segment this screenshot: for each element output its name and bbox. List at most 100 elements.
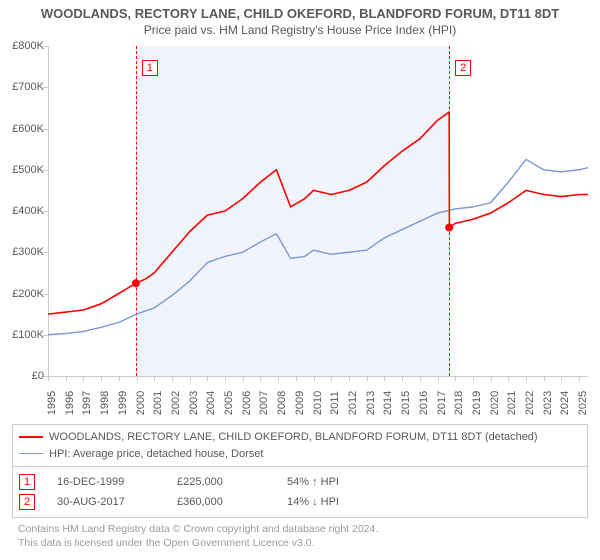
x-tick: [349, 376, 350, 381]
transaction-delta: 14% ↓ HPI: [287, 494, 407, 511]
x-axis-label: 1996: [64, 391, 76, 415]
transaction-date: 30-AUG-2017: [57, 494, 177, 511]
x-axis-label: 2009: [294, 391, 306, 415]
transaction-point: [132, 279, 140, 287]
x-tick: [154, 376, 155, 381]
x-axis-label: 2021: [507, 391, 519, 415]
x-axis-label: 2001: [152, 391, 164, 415]
legend-label: HPI: Average price, detached house, Dors…: [49, 446, 263, 463]
x-axis-label: 2003: [188, 391, 200, 415]
x-axis-label: 2023: [542, 391, 554, 415]
title-area: WOODLANDS, RECTORY LANE, CHILD OKEFORD, …: [0, 0, 600, 37]
x-axis-line: [48, 376, 588, 377]
x-axis-label: 2008: [276, 391, 288, 415]
x-tick: [508, 376, 509, 381]
transactions-box: 1 16-DEC-1999£225,00054% ↑ HPI 2 30-AUG-201…: [12, 466, 588, 518]
x-axis-label: 2024: [560, 391, 572, 415]
x-tick: [66, 376, 67, 381]
x-tick: [438, 376, 439, 381]
x-tick: [420, 376, 421, 381]
attribution-footer: Contains HM Land Registry data © Crown c…: [12, 519, 588, 553]
y-axis-label: £200K: [12, 288, 44, 300]
x-axis-label: 2000: [135, 391, 147, 415]
x-tick: [455, 376, 456, 381]
x-tick: [225, 376, 226, 381]
plot-area: 12: [48, 46, 588, 376]
y-axis-label: £500K: [12, 164, 44, 176]
x-tick: [296, 376, 297, 381]
x-tick: [314, 376, 315, 381]
y-axis-label: £300K: [12, 246, 44, 258]
series-svg: [48, 46, 588, 376]
chart-subtitle: Price paid vs. HM Land Registry's House …: [4, 23, 596, 37]
hpi-line: [48, 159, 588, 334]
chart-title: WOODLANDS, RECTORY LANE, CHILD OKEFORD, …: [4, 6, 596, 21]
transaction-marker: 2: [19, 494, 35, 510]
x-tick: [48, 376, 49, 381]
x-axis-label: 2013: [365, 391, 377, 415]
transaction-row: 2 30-AUG-2017£360,00014% ↓ HPI: [19, 494, 581, 511]
x-tick: [402, 376, 403, 381]
x-tick: [526, 376, 527, 381]
x-tick: [101, 376, 102, 381]
transaction-row: 1 16-DEC-1999£225,00054% ↑ HPI: [19, 474, 581, 491]
y-axis-label: £800K: [12, 40, 44, 52]
legend-box: WOODLANDS, RECTORY LANE, CHILD OKEFORD, …: [12, 424, 588, 467]
x-tick: [544, 376, 545, 381]
x-axis-label: 2012: [347, 391, 359, 415]
transaction-price: £360,000: [177, 494, 287, 511]
x-tick: [491, 376, 492, 381]
x-tick: [473, 376, 474, 381]
x-axis-label: 1995: [46, 391, 58, 415]
legend-item: WOODLANDS, RECTORY LANE, CHILD OKEFORD, …: [19, 429, 581, 446]
x-tick: [384, 376, 385, 381]
x-tick: [172, 376, 173, 381]
x-axis-label: 2016: [418, 391, 430, 415]
x-axis-label: 2015: [400, 391, 412, 415]
y-axis-label: £400K: [12, 205, 44, 217]
transaction-point: [445, 224, 453, 232]
x-tick: [190, 376, 191, 381]
x-axis-label: 1999: [117, 391, 129, 415]
x-axis-label: 1997: [82, 391, 94, 415]
x-axis-label: 2010: [312, 391, 324, 415]
y-axis-label: £700K: [12, 81, 44, 93]
x-axis-label: 2004: [206, 391, 218, 415]
x-axis-label: 1998: [99, 391, 111, 415]
legend-label: WOODLANDS, RECTORY LANE, CHILD OKEFORD, …: [49, 429, 538, 446]
x-tick: [119, 376, 120, 381]
chart-container: WOODLANDS, RECTORY LANE, CHILD OKEFORD, …: [0, 0, 600, 560]
y-axis-label: £100K: [12, 329, 44, 341]
x-axis-label: 2017: [436, 391, 448, 415]
x-axis-label: 2006: [241, 391, 253, 415]
legend-swatch: [19, 436, 43, 438]
transaction-price: £225,000: [177, 474, 287, 491]
x-axis-label: 2022: [524, 391, 536, 415]
x-tick: [83, 376, 84, 381]
transaction-date: 16-DEC-1999: [57, 474, 177, 491]
x-axis-label: 2007: [259, 391, 271, 415]
legend-swatch: [19, 453, 43, 454]
x-tick: [278, 376, 279, 381]
x-tick: [260, 376, 261, 381]
x-tick: [561, 376, 562, 381]
y-axis-labels: £0£100K£200K£300K£400K£500K£600K£700K£80…: [0, 46, 46, 376]
x-axis-labels: 1995199619971998199920002001200220032004…: [48, 384, 588, 400]
x-tick: [579, 376, 580, 381]
x-axis-label: 2011: [329, 391, 341, 415]
footer-line: This data is licensed under the Open Gov…: [18, 536, 582, 550]
x-axis-label: 2019: [471, 391, 483, 415]
x-axis-label: 2020: [489, 391, 501, 415]
x-axis-label: 2025: [577, 391, 589, 415]
x-tick: [243, 376, 244, 381]
x-tick: [367, 376, 368, 381]
property-line: [48, 112, 588, 314]
y-axis-label: £600K: [12, 123, 44, 135]
x-tick: [331, 376, 332, 381]
footer-line: Contains HM Land Registry data © Crown c…: [18, 522, 582, 536]
y-axis-label: £0: [32, 370, 44, 382]
x-axis-label: 2002: [170, 391, 182, 415]
transaction-delta: 54% ↑ HPI: [287, 474, 407, 491]
x-axis-label: 2014: [383, 391, 395, 415]
transaction-marker: 1: [19, 474, 35, 490]
